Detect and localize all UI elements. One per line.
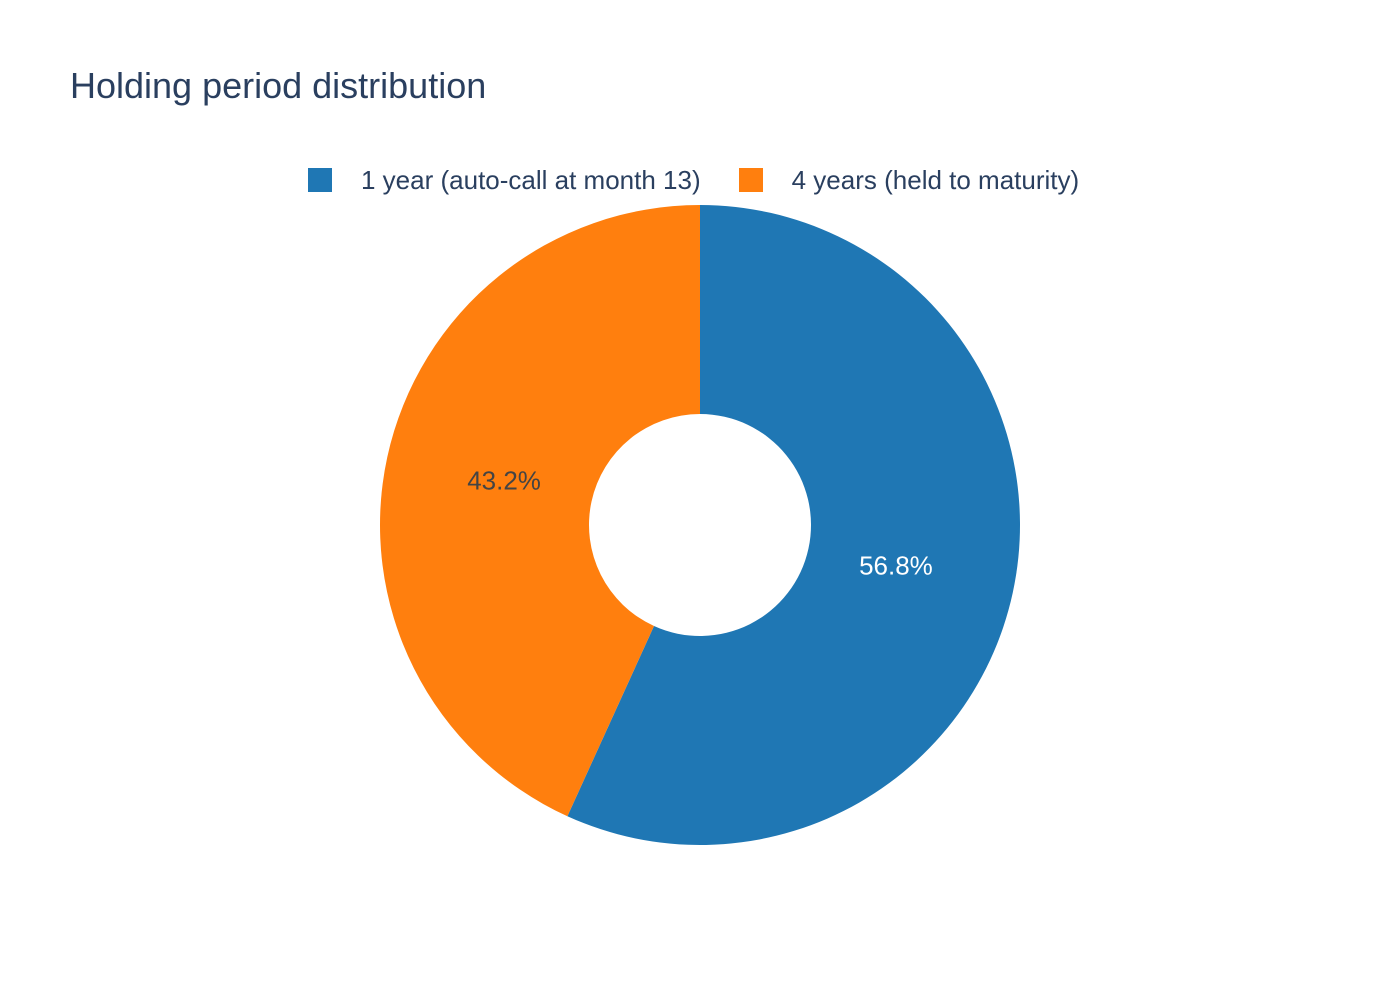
donut-slice-1-year[interactable] bbox=[567, 205, 1020, 845]
chart-title: Holding period distribution bbox=[70, 65, 487, 106]
slice-label-1-year: 56.8% bbox=[859, 550, 933, 580]
legend-swatch-1-year bbox=[308, 168, 332, 192]
legend: 1 year (auto-call at month 13) 4 years (… bbox=[308, 160, 1079, 200]
legend-label-1-year: 1 year (auto-call at month 13) bbox=[361, 165, 701, 195]
donut-slices bbox=[380, 205, 1020, 845]
slice-label-4-years: 43.2% bbox=[467, 465, 541, 495]
legend-label-4-years: 4 years (held to maturity) bbox=[791, 165, 1080, 195]
legend-swatch-4-years bbox=[738, 168, 763, 192]
donut-slice-4-years[interactable] bbox=[380, 205, 700, 817]
legend-item-1-year[interactable]: 1 year (auto-call at month 13) bbox=[308, 164, 701, 196]
slice-labels: 56.8% 43.2% bbox=[467, 465, 933, 580]
legend-item-4-years[interactable]: 4 years (held to maturity) bbox=[738, 164, 1080, 196]
